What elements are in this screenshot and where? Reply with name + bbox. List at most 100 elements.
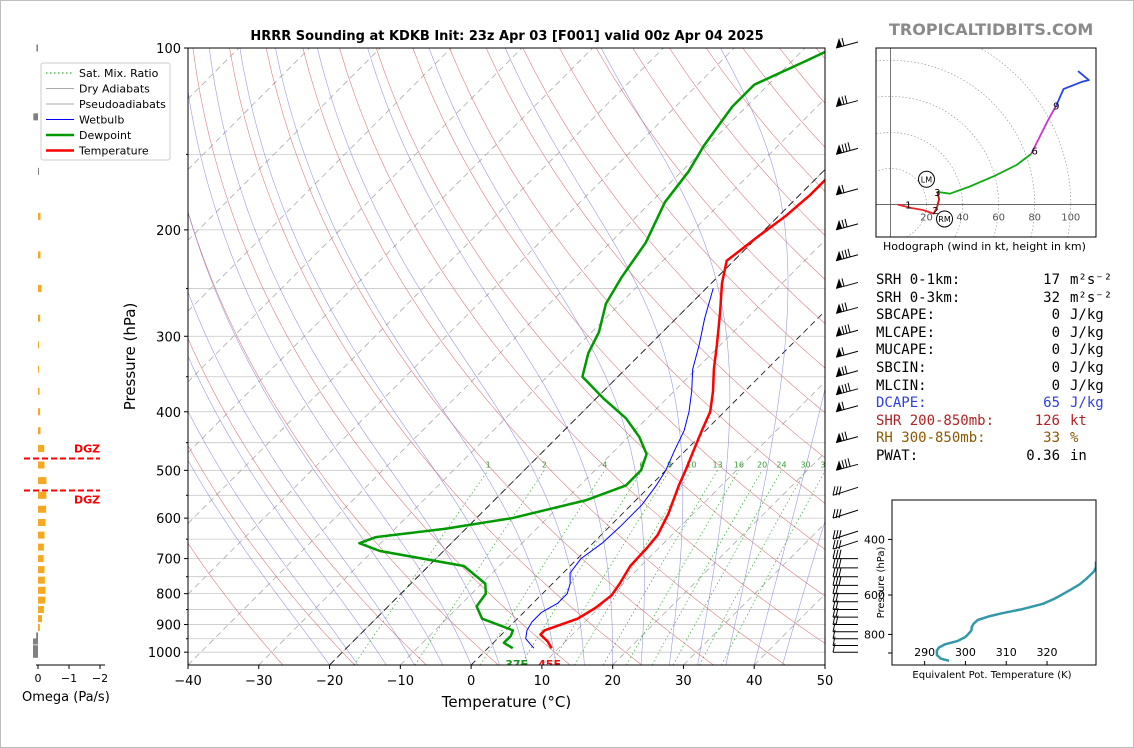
mixing-ratio-label: 30 — [800, 460, 810, 469]
mixing-ratio-line — [414, 470, 545, 665]
mixing-ratio-label: 8 — [667, 460, 672, 469]
param-unit: J/kg — [1070, 395, 1104, 412]
hodograph-height-label: 1 — [905, 201, 911, 212]
param-label: DCAPE: — [876, 395, 927, 412]
wind-barb-feather — [832, 629, 836, 639]
wind-barb-feather — [838, 539, 842, 550]
storm-motion-marker — [936, 210, 954, 228]
temperature-line — [539, 178, 825, 649]
wind-barb-feather — [832, 549, 836, 559]
wind-barb-staff — [832, 530, 859, 540]
wind-barb-feather — [844, 249, 848, 258]
omega-bar — [38, 531, 45, 539]
isotherm-line — [400, 239, 825, 665]
param-unit: J/kg — [1070, 359, 1104, 376]
moist-adiabat-line — [782, 519, 825, 665]
param-row: SHR 200-850mb: 126 kt — [876, 413, 1112, 431]
thetae-x-axis-label: Equivalent Pot. Temperature (K) — [912, 670, 1071, 681]
dry-adiabat-line — [595, 48, 825, 325]
mixing-ratio-label: 4 — [602, 460, 607, 469]
surface-temperature-label: 45F — [538, 658, 561, 671]
wind-barb-feather — [841, 96, 845, 105]
wind-barb-feather — [835, 600, 839, 610]
temperature-tick-label: 40 — [746, 674, 763, 689]
temperature-tick-label: −40 — [174, 674, 201, 689]
dry-adiabat-line — [522, 48, 825, 414]
omega-bar — [38, 212, 41, 220]
dry-adiabat-line — [188, 210, 499, 665]
chart-title: HRRR Sounding at KDKB Init: 23z Apr 03 [… — [250, 29, 763, 44]
wind-barb-feather — [841, 347, 845, 356]
omega-bar — [38, 505, 47, 513]
dry-adiabat-line — [485, 48, 825, 459]
hodograph-ring-label: 40 — [956, 213, 969, 224]
omega-bar — [38, 615, 43, 623]
thetae-frame — [891, 499, 1097, 666]
isotherm-line — [329, 168, 825, 665]
param-value: 65 — [1043, 395, 1060, 412]
dry-adiabat-line — [375, 48, 825, 597]
wind-barb — [835, 324, 859, 337]
hodograph: 20 40 60 80 100 — [876, 48, 1096, 237]
hodograph-ring-label: 80 — [1028, 213, 1041, 224]
thetae-panel: 400 600 800 290 300 310 320 Pressure (hPa) Equiv… — [864, 499, 1097, 681]
thetae-y-tick-label: 600 — [864, 589, 885, 602]
isotherm-line — [258, 98, 825, 665]
dry-adiabat-line — [265, 48, 714, 665]
skewt-grid: 1 2 4 6 8 10 13 16 20 24 30 36 — [188, 48, 825, 665]
mixing-ratio-label: 16 — [734, 460, 744, 469]
wind-barb-flag — [836, 250, 842, 261]
wind-barb — [832, 636, 858, 647]
legend-label: Temperature — [78, 145, 149, 158]
mixing-ratio-label: 2 — [542, 460, 547, 469]
param-unit: J/kg — [1070, 324, 1104, 341]
wind-barb-flag — [836, 326, 842, 337]
omega-bar — [33, 651, 38, 658]
skewt-y-axis-label: Pressure (hPa) — [121, 303, 139, 411]
param-row: DCAPE: 65 J/kg — [876, 395, 1112, 413]
hodograph-panel: 20 40 60 80 100 1 2 3 6 9 LM RM — [875, 47, 1097, 238]
wind-barb-staff — [835, 405, 859, 413]
omega-tick-label: −1 — [61, 672, 77, 685]
omega-panel: DGZ DGZ 0 −1 −2 — [24, 44, 108, 685]
omega-axis-label: Omega (Pa/s) — [22, 690, 110, 705]
param-value: 126 — [1034, 412, 1060, 429]
param-unit: in — [1070, 447, 1087, 464]
omega-bar — [38, 606, 44, 614]
parcel-reference-line — [329, 168, 825, 665]
wind-barb-flag — [836, 184, 842, 195]
mixing-ratio-line — [520, 470, 643, 665]
hodograph-height-label: 9 — [1053, 101, 1059, 112]
dgz-label: DGZ — [74, 494, 100, 507]
hodograph-height-label: 3 — [934, 188, 940, 199]
omega-bar — [38, 576, 45, 584]
wind-barb — [835, 248, 859, 262]
omega-bar — [38, 461, 45, 469]
dry-adiabat-line — [339, 48, 825, 644]
wind-barb — [835, 382, 859, 396]
omega-bar — [38, 566, 45, 574]
temperature-tick-label: 50 — [817, 674, 834, 689]
wind-barb-feather — [832, 558, 836, 568]
param-row: RH 300-850mb: 33% — [876, 430, 1112, 448]
mixing-ratio-line — [353, 470, 489, 665]
wind-barb-feather — [847, 142, 851, 151]
wind-barb-feather — [844, 143, 848, 152]
mixing-ratio-line — [479, 470, 606, 665]
isotherm-line — [188, 48, 735, 595]
param-unit: J/kg — [1070, 342, 1104, 359]
wind-barb-flag — [836, 432, 842, 443]
omega-bar — [38, 341, 39, 349]
wind-barb — [832, 622, 858, 633]
wind-barb — [832, 567, 858, 578]
param-unit: m²s⁻² — [1070, 272, 1113, 288]
hodograph-labels: 1 2 3 6 9 LM RM — [905, 101, 1060, 228]
param-row: SBCIN: 0 J/kg — [876, 360, 1112, 378]
param-unit: J/kg — [1070, 377, 1104, 394]
hodograph-caption: Hodograph (wind in kt, height in km) — [883, 240, 1086, 253]
wind-barb — [835, 184, 859, 196]
wind-barb-feather — [841, 250, 845, 259]
thetae-y-tick-label: 800 — [864, 628, 885, 641]
dry-adiabat-line — [192, 48, 571, 665]
